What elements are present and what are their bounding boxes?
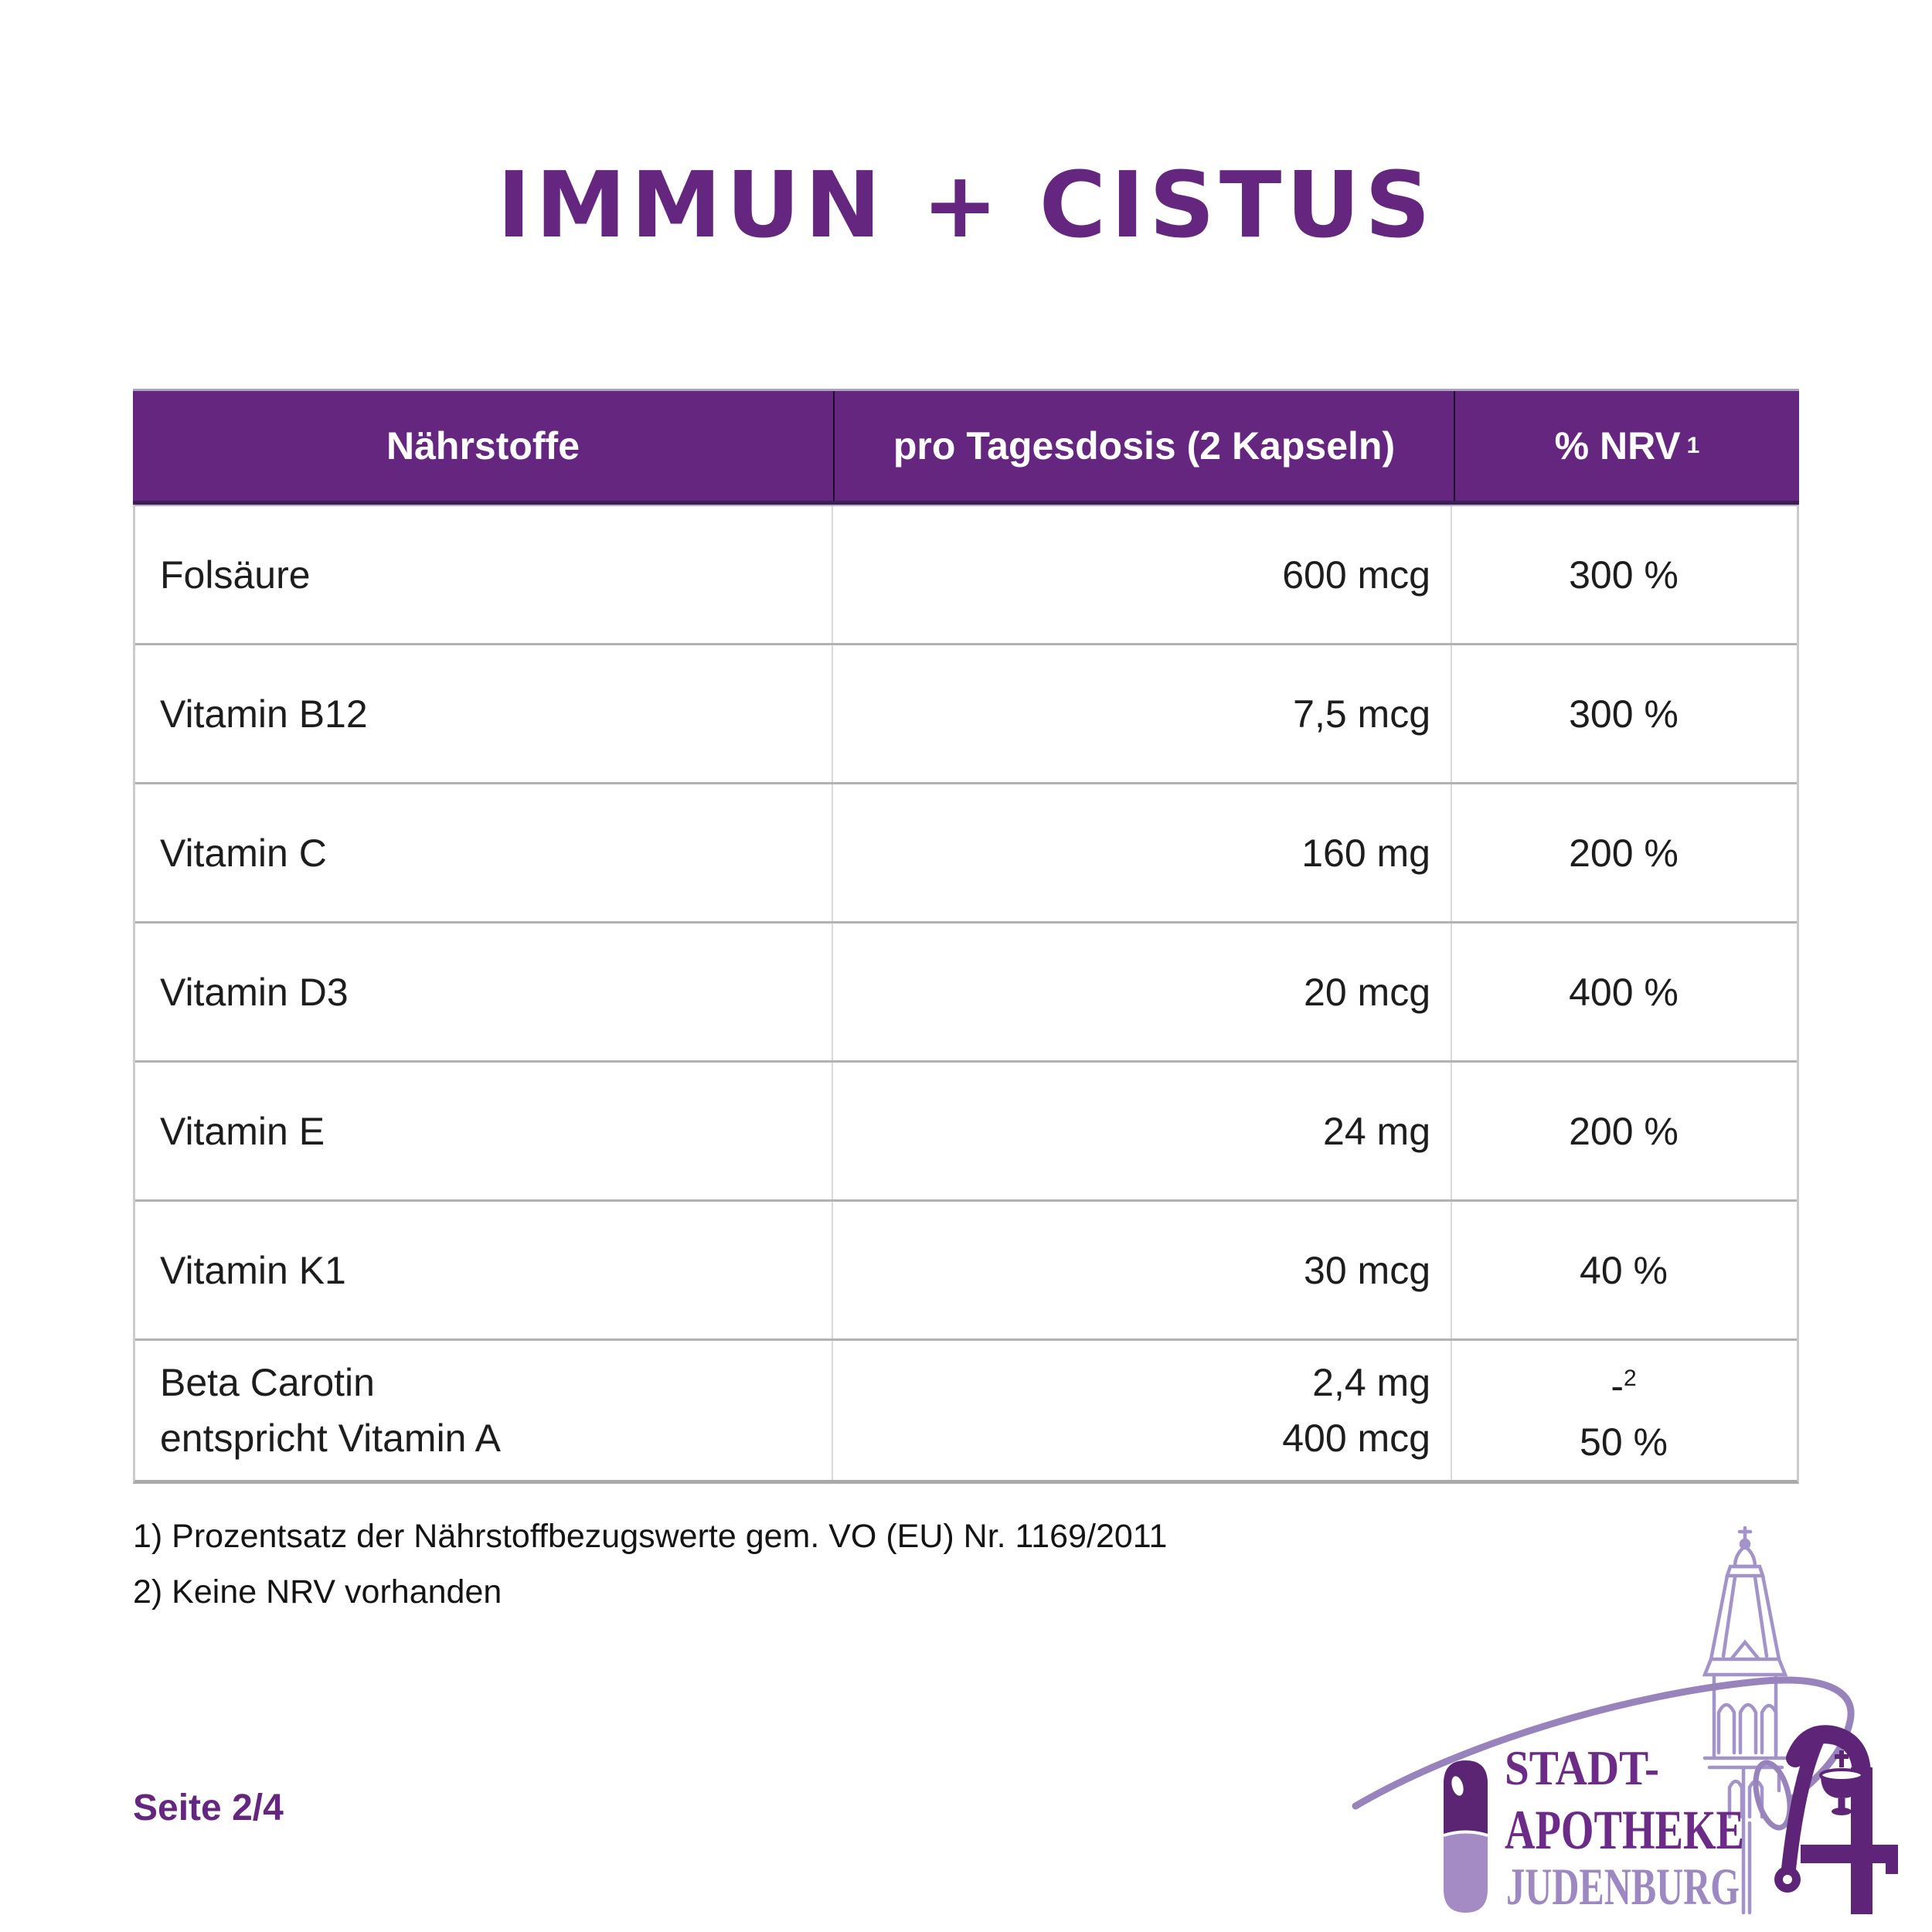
table-row: Beta Carotin entspricht Vitamin A 2,4 mg 40… bbox=[135, 1341, 1797, 1480]
header-label: Nährstoffe bbox=[386, 424, 580, 468]
footnote-2: 2) Keine NRV vorhanden bbox=[133, 1573, 502, 1611]
pharmacy-logo: STADT- APOTHEKE JUDENBURG bbox=[1352, 1526, 1898, 1916]
table-cell: 160 mg bbox=[832, 784, 1452, 921]
apothecary-a-icon bbox=[1774, 1725, 1898, 1914]
nutrition-table: Nährstoffe pro Tagesdosis (2 Kapseln) % … bbox=[133, 389, 1799, 1484]
table-cell: Vitamin D3 bbox=[160, 970, 349, 1014]
table-cell: 30 mcg bbox=[832, 1202, 1452, 1338]
table-cell: 24 mg bbox=[832, 1063, 1452, 1199]
logo-line-apotheke: APOTHEKE bbox=[1505, 1799, 1744, 1861]
table-cell: -2 50 % bbox=[1580, 1364, 1668, 1464]
table-header-nutrients: Nährstoffe bbox=[133, 391, 833, 501]
church-tower-icon bbox=[1702, 1526, 1789, 1915]
table-cell: Vitamin E bbox=[160, 1109, 325, 1153]
table-header-nrv: % NRV 1 bbox=[1454, 391, 1799, 501]
logo-line-judenburg: JUDENBURG bbox=[1506, 1857, 1740, 1916]
footnote-1: 1) Prozentsatz der Nährstoffbezugswerte … bbox=[133, 1518, 1168, 1555]
table-cell: Folsäure bbox=[160, 553, 311, 597]
table-cell: 400 % bbox=[1569, 970, 1679, 1014]
table-cell: 300 % bbox=[1569, 692, 1679, 736]
page-number: Seite 2/4 bbox=[133, 1787, 284, 1828]
table-cell: 600 mcg bbox=[832, 506, 1452, 643]
table-cell: 2,4 mg 400 mcg bbox=[832, 1341, 1452, 1480]
table-cell: 200 % bbox=[1569, 831, 1679, 875]
logo-line-stadt: STADT- bbox=[1505, 1740, 1659, 1795]
table-cell: Vitamin K1 bbox=[160, 1248, 346, 1292]
table-cell: Vitamin B12 bbox=[160, 692, 368, 736]
table-cell: 300 % bbox=[1569, 553, 1679, 597]
table-header-row: Nährstoffe pro Tagesdosis (2 Kapseln) % … bbox=[133, 389, 1799, 505]
footnotes: 1) Prozentsatz der Nährstoffbezugswerte … bbox=[133, 1509, 1167, 1620]
table-row: Folsäure 600 mcg 300 % bbox=[135, 506, 1797, 645]
capsule-icon bbox=[1443, 1760, 1488, 1913]
table-cell: 200 % bbox=[1569, 1109, 1679, 1153]
header-footnote-marker: 1 bbox=[1686, 433, 1700, 458]
swoosh-icon bbox=[1352, 1676, 1855, 1831]
table-row: Vitamin K1 30 mcg 40 % bbox=[135, 1202, 1797, 1341]
table-cell: Beta Carotin entspricht Vitamin A bbox=[160, 1361, 501, 1460]
table-row: Vitamin D3 20 mcg 400 % bbox=[135, 923, 1797, 1063]
table-body: Folsäure 600 mcg 300 % Vitamin B12 7,5 mcg 30… bbox=[133, 505, 1799, 1484]
header-label: % NRV bbox=[1554, 424, 1681, 468]
table-row: Vitamin C 160 mg 200 % bbox=[135, 784, 1797, 923]
table-cell: Vitamin C bbox=[160, 831, 327, 875]
table-row: Vitamin E 24 mg 200 % bbox=[135, 1063, 1797, 1202]
table-cell: 20 mcg bbox=[832, 923, 1452, 1060]
page-title: IMMUN + CISTUS bbox=[497, 151, 1435, 258]
table-cell: 40 % bbox=[1580, 1248, 1668, 1292]
table-row: Vitamin B12 7,5 mcg 300 % bbox=[135, 645, 1797, 784]
header-label: pro Tagesdosis (2 Kapseln) bbox=[893, 424, 1396, 468]
table-header-dose: pro Tagesdosis (2 Kapseln) bbox=[833, 391, 1454, 501]
table-cell: 7,5 mcg bbox=[832, 645, 1452, 782]
